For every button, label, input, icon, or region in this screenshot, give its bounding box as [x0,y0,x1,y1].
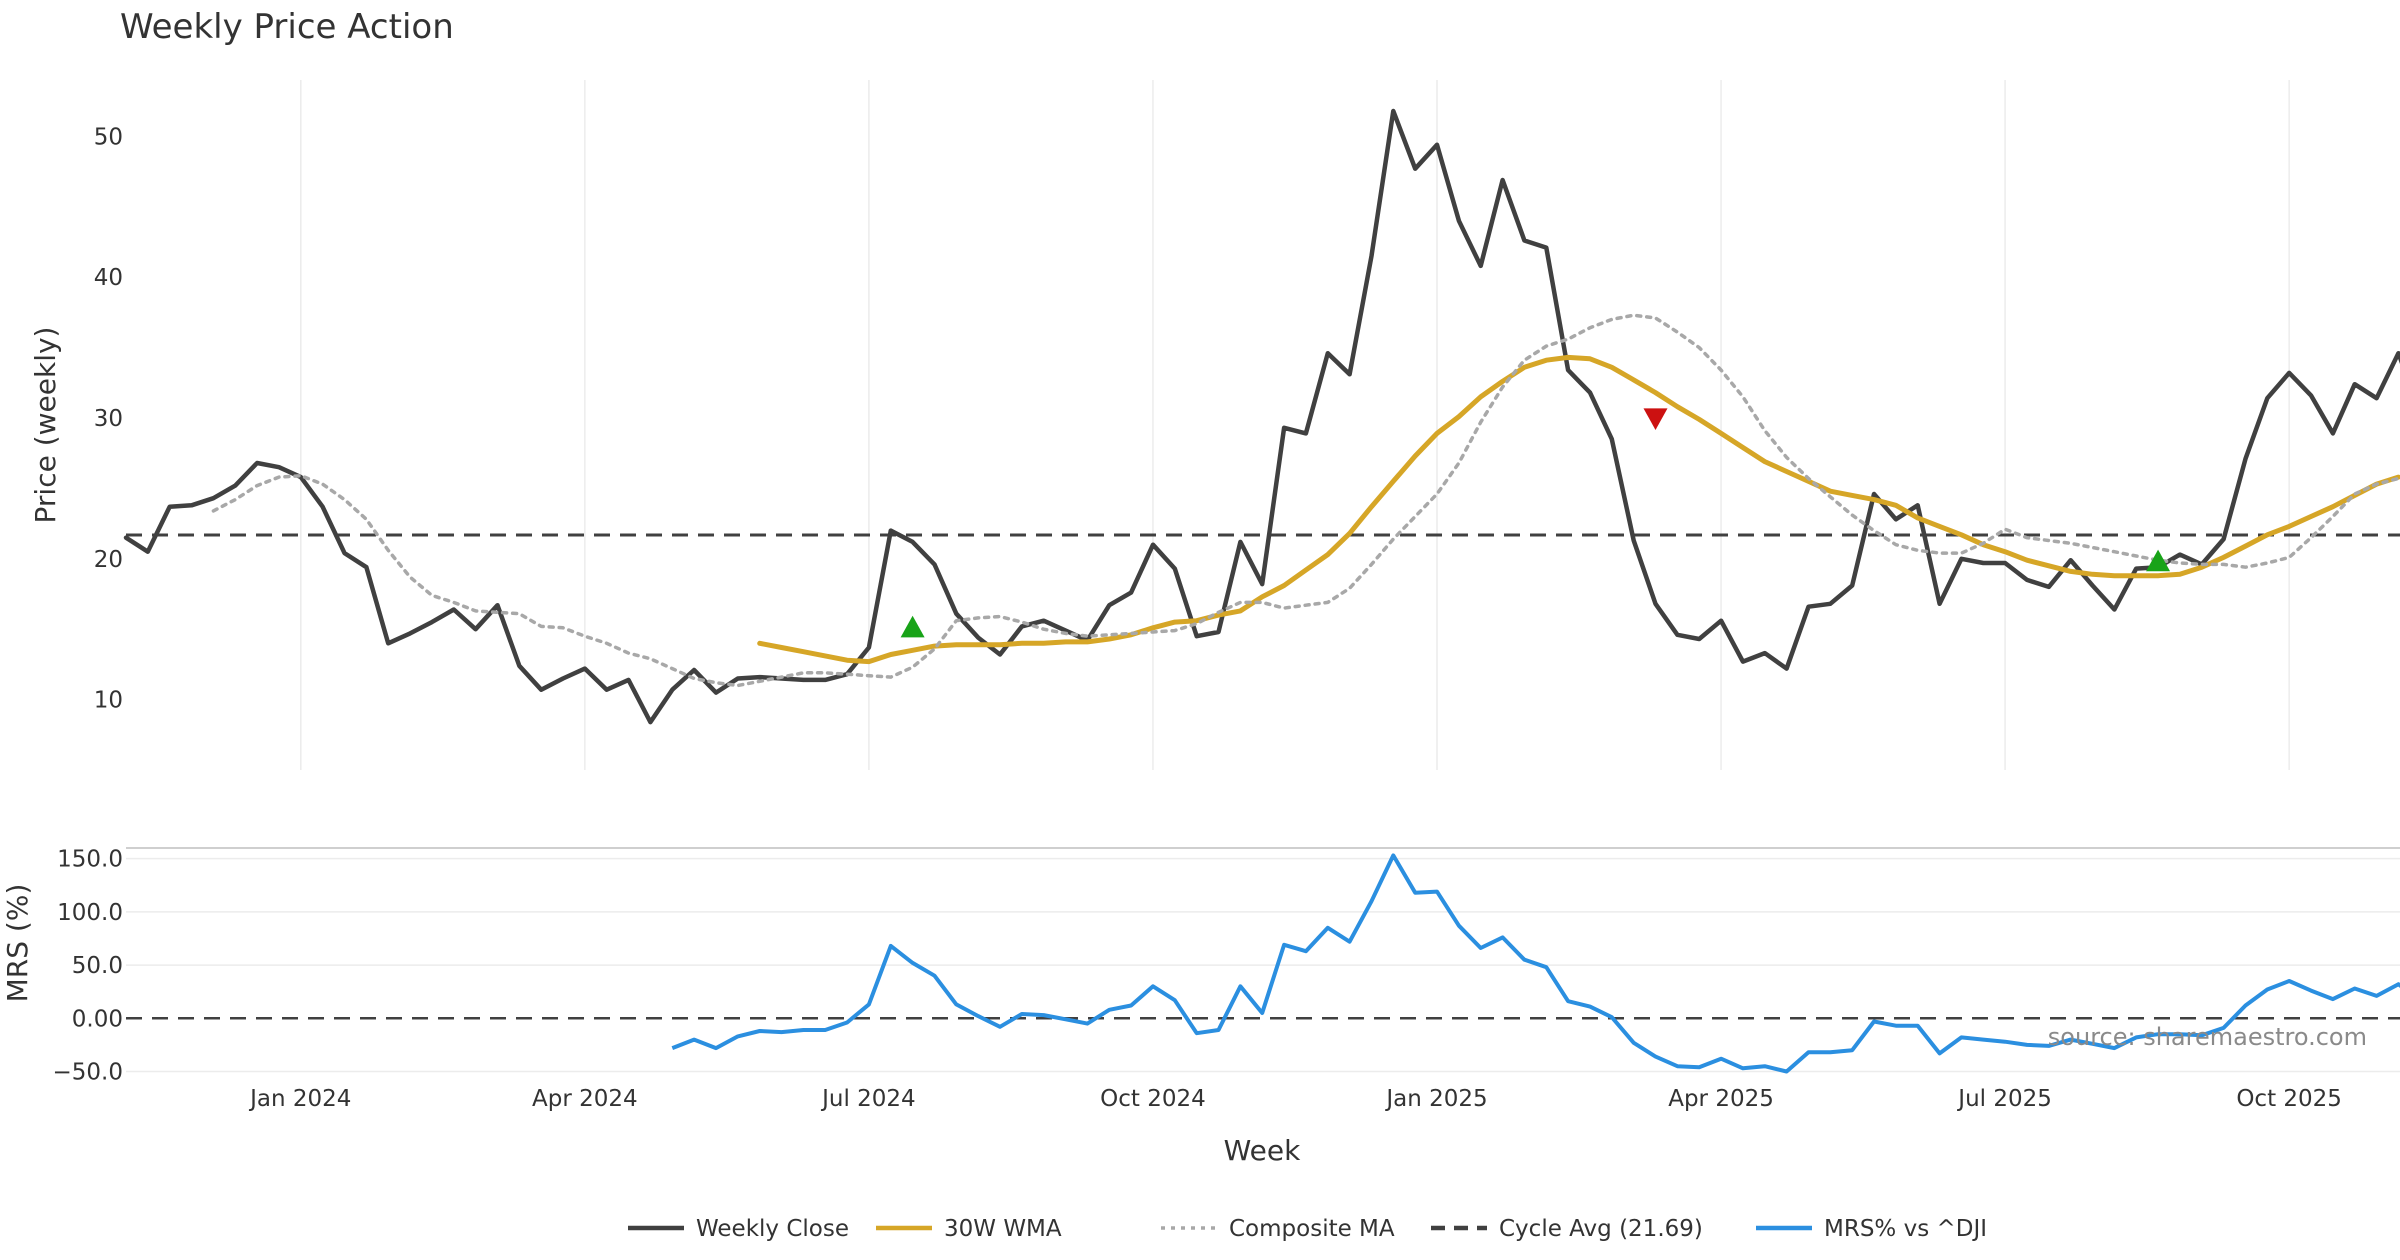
price-y-tick-label: 40 [94,265,123,291]
x-ticks: Jan 2024 Apr 2024 Jul 2024 Oct 2024 Jan 2025… [248,1086,2342,1112]
mrs-line [671,853,2400,1074]
wma-30w-line [757,354,2400,665]
grid-lines [126,80,2400,1073]
x-tick-label: Jul 2025 [1956,1086,2052,1112]
source-annotation: source: sharemaestro.com [2048,1023,2367,1051]
price-y-tick-label: 20 [94,547,123,573]
mrs-y-tick-label: 100.0 [57,900,123,926]
price-y-tick-label: 10 [94,688,123,714]
reference-lines [126,533,2400,1020]
price-y-tick-label: 30 [94,406,123,432]
x-tick-label: Jul 2024 [820,1086,916,1112]
mrs-y-tick-label: 0.00 [72,1006,123,1032]
x-axis-label: Week [1224,1134,1301,1167]
x-tick-label: Apr 2025 [1668,1086,1774,1112]
legend: Weekly Close 30W WMA Composite MA Cycle Avg… [628,1216,1987,1242]
x-tick-label: Oct 2024 [1100,1086,1206,1112]
mrs-y-tick-label: 50.0 [72,953,123,979]
y-ticks: 10 20 30 40 50 150.0 100.0 50.0 0.00 −50.0 [53,124,123,1085]
mrs-y-tick-label: 150.0 [57,847,123,873]
signal-markers [900,408,2171,638]
legend-label: Cycle Avg (21.69) [1499,1216,1703,1242]
legend-label: MRS% vs ^DJI [1824,1216,1987,1242]
legend-label: 30W WMA [944,1216,1062,1242]
composite-ma-line [211,313,2400,688]
legend-label: Weekly Close [696,1216,849,1242]
x-tick-label: Apr 2024 [532,1086,638,1112]
price-axis-label: Price (weekly) [29,327,62,524]
chart-title: Weekly Price Action [120,7,454,47]
price-y-tick-label: 50 [94,124,123,150]
weekly-close-line [123,108,2400,725]
x-tick-label: Jan 2025 [1384,1086,1487,1112]
mrs-axis-label: MRS (%) [1,884,34,1003]
x-tick-label: Oct 2025 [2236,1086,2342,1112]
sell-signal-marker [1643,408,1668,430]
buy-signal-marker [2146,549,2171,572]
legend-label: Composite MA [1229,1216,1395,1242]
mrs-y-tick-label: −50.0 [53,1059,123,1085]
x-tick-label: Jan 2024 [248,1086,351,1112]
buy-signal-marker [900,615,925,638]
series-lines [123,108,2400,1074]
